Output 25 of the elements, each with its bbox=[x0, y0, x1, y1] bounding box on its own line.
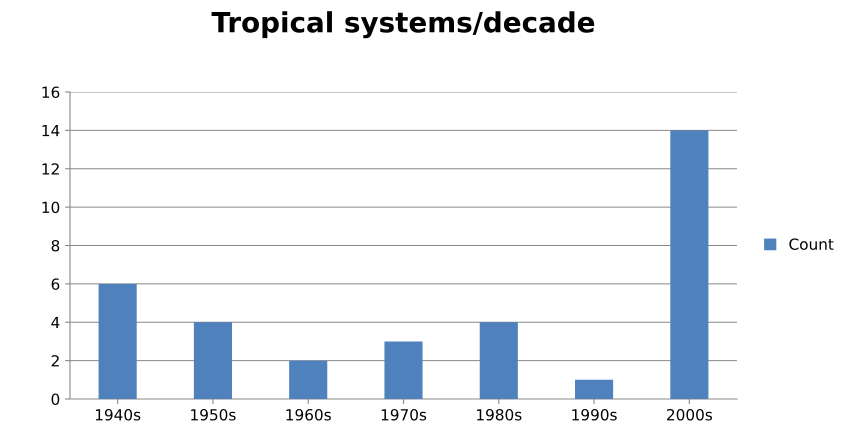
bar bbox=[670, 130, 708, 399]
bar bbox=[194, 322, 232, 399]
y-tick-label: 8 bbox=[52, 240, 60, 252]
bar bbox=[575, 380, 614, 399]
y-tick-label: 14 bbox=[42, 125, 60, 136]
y-tick-label: 2 bbox=[52, 355, 59, 366]
bar bbox=[384, 341, 423, 399]
x-tick-label: 1970s bbox=[382, 408, 426, 421]
chart-title: Tropical systems/decade bbox=[212, 11, 594, 38]
x-tick-label: 1950s bbox=[191, 408, 236, 421]
y-tick-label: 12 bbox=[42, 163, 59, 175]
bar bbox=[289, 360, 328, 399]
x-tick-label: 2000s bbox=[667, 408, 712, 421]
y-tick-label: 16 bbox=[42, 86, 60, 98]
y-tick-label: 6 bbox=[52, 278, 60, 290]
bar bbox=[480, 322, 518, 399]
x-tick-label: 1960s bbox=[286, 408, 331, 421]
legend-label: Count bbox=[789, 238, 834, 250]
x-tick-label: 1980s bbox=[477, 408, 522, 421]
y-tick-label: 10 bbox=[42, 202, 60, 214]
y-tick-label: 0 bbox=[52, 393, 60, 406]
x-tick-label: 1940s bbox=[96, 408, 140, 421]
y-tick-label: 4 bbox=[51, 316, 60, 328]
bar bbox=[98, 284, 137, 399]
x-tick-label: 1990s bbox=[572, 408, 617, 421]
